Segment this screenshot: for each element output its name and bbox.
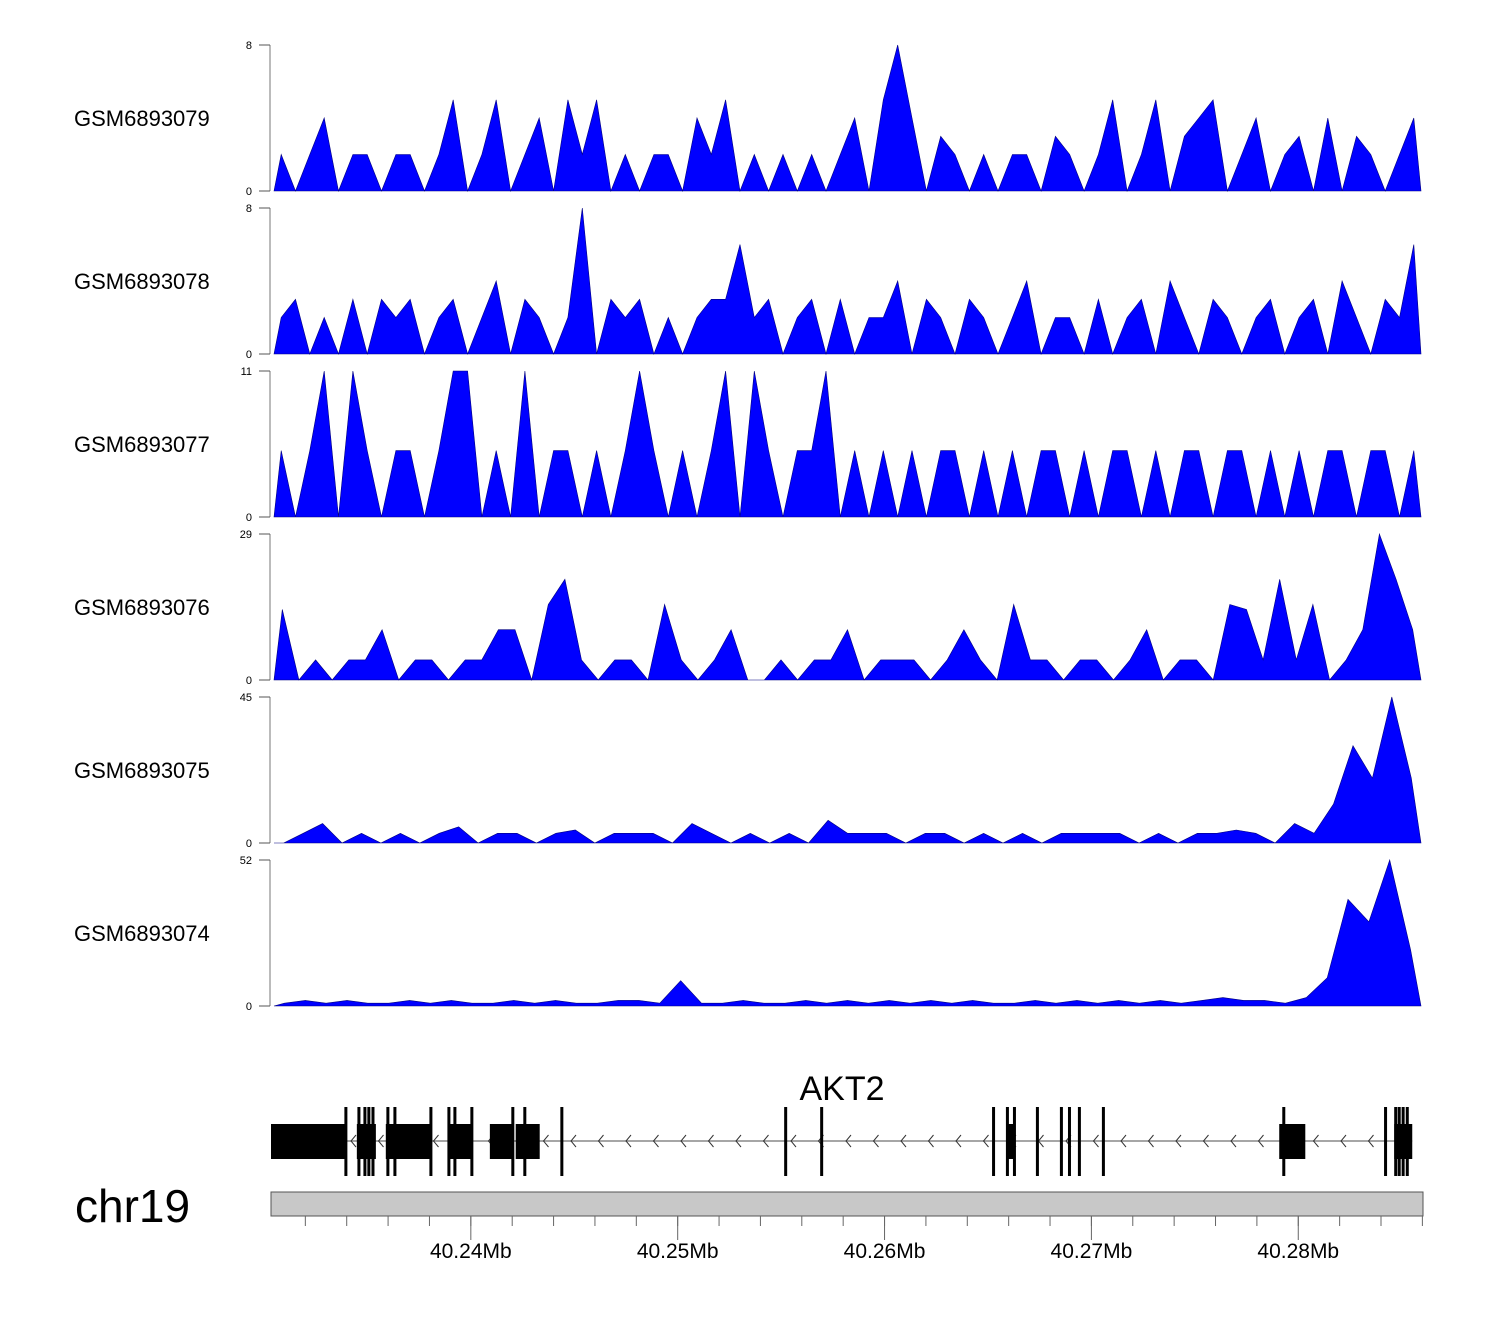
- y-tick-label: 52: [240, 855, 252, 867]
- coding-exon: [447, 1107, 451, 1176]
- strand-arrow: [1340, 1134, 1347, 1148]
- utr-block: [448, 1124, 473, 1159]
- strand-arrow: [570, 1134, 577, 1148]
- y-tick-label: 45: [240, 692, 252, 704]
- coding-exon: [511, 1107, 515, 1176]
- strand-arrow: [350, 1134, 357, 1148]
- strand-arrow: [845, 1134, 852, 1148]
- strand-arrow: [1230, 1134, 1237, 1148]
- coding-exon: [820, 1107, 824, 1176]
- coding-exon: [1401, 1107, 1405, 1176]
- coding-exon: [992, 1107, 996, 1176]
- y-tick-label: 8: [246, 40, 252, 52]
- strand-arrow: [927, 1134, 934, 1148]
- strand-arrow: [542, 1134, 549, 1148]
- track-label: GSM6893076: [74, 595, 210, 620]
- strand-arrow: [1092, 1134, 1099, 1148]
- strand-arrow: [900, 1134, 907, 1148]
- chromosome-label: chr19: [75, 1180, 190, 1232]
- strand-arrow: [872, 1134, 879, 1148]
- y-tick-label: 0: [246, 1001, 252, 1013]
- coding-exon: [393, 1107, 397, 1176]
- track-label: GSM6893078: [74, 269, 210, 294]
- strand-arrow: [377, 1134, 384, 1148]
- strand-arrow: [735, 1134, 742, 1148]
- strand-arrow: [762, 1134, 769, 1148]
- y-tick-label: 8: [246, 203, 252, 215]
- ideogram-band: [270, 1191, 1424, 1217]
- strand-arrow: [707, 1134, 714, 1148]
- strand-arrow: [1202, 1134, 1209, 1148]
- coding-exon: [1077, 1107, 1081, 1176]
- strand-arrow: [982, 1134, 989, 1148]
- strand-arrow: [432, 1134, 439, 1148]
- coding-exon: [1035, 1107, 1039, 1176]
- strand-arrow: [1120, 1134, 1127, 1148]
- coding-exon: [1397, 1107, 1401, 1176]
- strand-arrow: [680, 1134, 687, 1148]
- x-tick-label: 40.25Mb: [637, 1240, 719, 1263]
- coding-exon: [1101, 1107, 1105, 1176]
- y-tick-label: 29: [240, 529, 252, 541]
- utr-block: [271, 1124, 346, 1159]
- strand-arrow: [955, 1134, 962, 1148]
- strand-arrow: [1175, 1134, 1182, 1148]
- x-tick-label: 40.28Mb: [1257, 1240, 1339, 1263]
- coding-exon: [784, 1107, 788, 1176]
- strand-arrow: [1312, 1134, 1319, 1148]
- strand-arrow: [652, 1134, 659, 1148]
- coding-exon: [1059, 1107, 1063, 1176]
- coding-exon: [1282, 1107, 1286, 1176]
- track-label: GSM6893075: [74, 758, 210, 783]
- x-tick-label: 40.24Mb: [430, 1240, 512, 1263]
- y-tick-label: 0: [246, 186, 252, 198]
- coding-exon: [1394, 1107, 1398, 1176]
- signal-area: [273, 858, 1422, 1007]
- y-tick-label: 0: [246, 512, 252, 524]
- strand-arrow: [1367, 1134, 1374, 1148]
- utr-block: [515, 1124, 540, 1159]
- y-tick-label: 11: [241, 366, 252, 378]
- coding-exon: [453, 1107, 457, 1176]
- utr-block: [1007, 1124, 1015, 1159]
- coding-exon: [367, 1107, 371, 1176]
- track-label: GSM6893079: [74, 106, 210, 131]
- track-label: GSM6893077: [74, 432, 210, 457]
- strand-arrow: [625, 1134, 632, 1148]
- x-tick-label: 40.26Mb: [844, 1240, 926, 1263]
- y-tick-label: 0: [246, 675, 252, 687]
- x-tick-label: 40.27Mb: [1051, 1240, 1133, 1263]
- signal-area: [274, 696, 1422, 844]
- coding-exon: [357, 1107, 361, 1176]
- coding-exon: [1012, 1107, 1016, 1176]
- gene-name: AKT2: [799, 1070, 884, 1108]
- signal-area: [273, 532, 1422, 682]
- coding-exon: [1384, 1107, 1388, 1176]
- coding-exon: [1067, 1107, 1071, 1176]
- coding-exon: [523, 1107, 527, 1176]
- utr-block: [385, 1124, 431, 1159]
- coding-exon: [371, 1107, 375, 1176]
- utr-block: [489, 1124, 513, 1159]
- coding-exon: [344, 1107, 348, 1176]
- coding-exon: [363, 1107, 367, 1176]
- strand-arrow: [1257, 1134, 1264, 1148]
- signal-area: [273, 207, 1422, 356]
- coding-exon: [1005, 1107, 1009, 1176]
- coding-exon: [386, 1107, 390, 1176]
- coding-exon: [429, 1107, 433, 1176]
- strand-arrow: [790, 1134, 797, 1148]
- coding-exon: [470, 1107, 474, 1176]
- track-label: GSM6893074: [74, 921, 210, 946]
- strand-arrow: [597, 1134, 604, 1148]
- y-tick-label: 0: [246, 838, 252, 850]
- coding-exon: [1405, 1107, 1409, 1176]
- signal-area: [273, 370, 1422, 518]
- coding-exon: [560, 1107, 564, 1176]
- strand-arrow: [1147, 1134, 1154, 1148]
- signal-area: [273, 44, 1422, 193]
- y-tick-label: 0: [246, 349, 252, 361]
